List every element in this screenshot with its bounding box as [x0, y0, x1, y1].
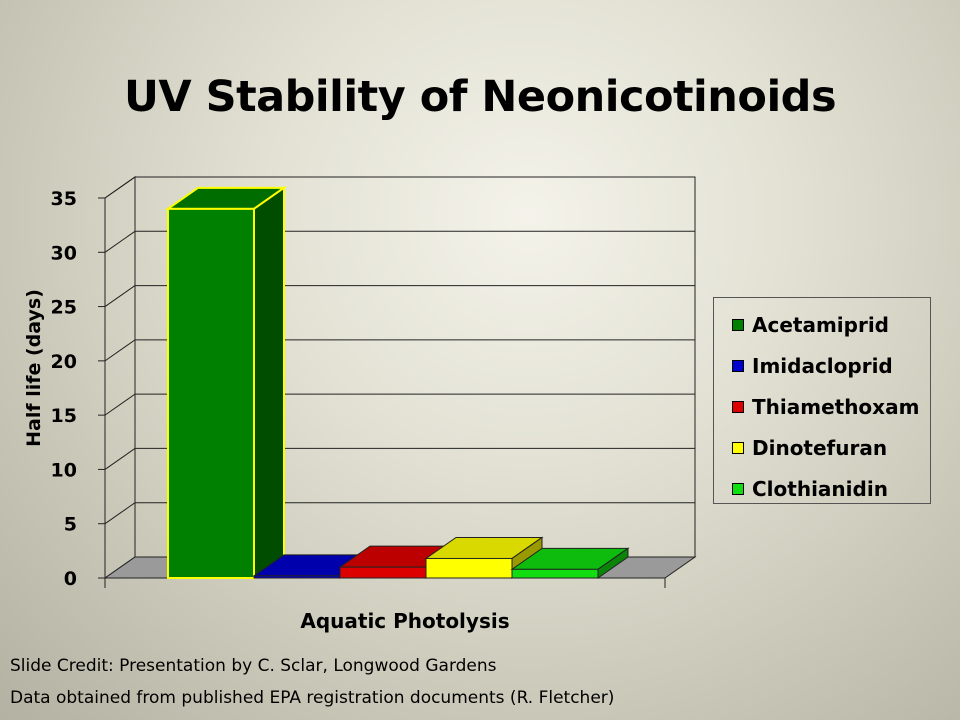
legend-swatch: [732, 359, 744, 372]
gridline: [104, 285, 136, 307]
y-tick-label: 25: [51, 297, 77, 319]
legend-item: Dinotefuran: [714, 427, 930, 468]
legend-label: Imidacloprid: [752, 353, 893, 378]
bar-thiamethoxam: [339, 566, 427, 579]
y-tick-label: 10: [51, 459, 77, 481]
legend-item: Acetamiprid: [714, 304, 930, 345]
y-tick-label: 5: [64, 514, 77, 536]
legend-label: Acetamiprid: [752, 312, 890, 337]
legend-item: Thiamethoxam: [714, 386, 930, 427]
chart-side-wall: [104, 176, 136, 579]
data-source-note: Data obtained from published EPA registr…: [10, 688, 615, 708]
y-tick-label: 20: [51, 351, 77, 373]
y-tick-label: 15: [51, 405, 77, 427]
bar-dinotefuran: [425, 557, 513, 579]
gridline: [104, 339, 136, 362]
legend-item: Clothianidin: [714, 468, 930, 509]
bar-side-acetamiprid: [253, 185, 285, 580]
gridline: [104, 230, 136, 253]
legend-swatch: [732, 318, 744, 331]
legend-label: Dinotefuran: [752, 435, 888, 460]
gridline: [104, 393, 136, 416]
legend-label: Clothianidin: [752, 476, 888, 501]
gridline: [104, 448, 136, 470]
y-tick-label: 30: [51, 242, 77, 264]
legend-label: Thiamethoxam: [752, 394, 920, 419]
x-axis-label: Aquatic Photolysis: [300, 609, 509, 633]
y-tick-label: 0: [64, 568, 77, 590]
bar-acetamiprid: [167, 207, 255, 579]
bar-clothianidin: [511, 568, 599, 579]
slide-credit: Slide Credit: Presentation by C. Sclar, …: [10, 656, 497, 676]
legend-swatch: [732, 441, 744, 454]
y-tick-label: 35: [51, 188, 77, 210]
chart-legend: Acetamiprid Imidacloprid Thiamethoxam Di…: [713, 297, 931, 504]
legend-swatch: [732, 482, 744, 495]
gridline: [104, 176, 136, 199]
y-axis-label: Half life (days): [23, 289, 45, 447]
legend-swatch: [732, 400, 744, 413]
bar-imidacloprid: [253, 575, 341, 579]
gridline: [104, 502, 136, 525]
slide-title: UV Stability of Neonicotinoids: [123, 72, 837, 122]
legend-item: Imidacloprid: [714, 345, 930, 386]
